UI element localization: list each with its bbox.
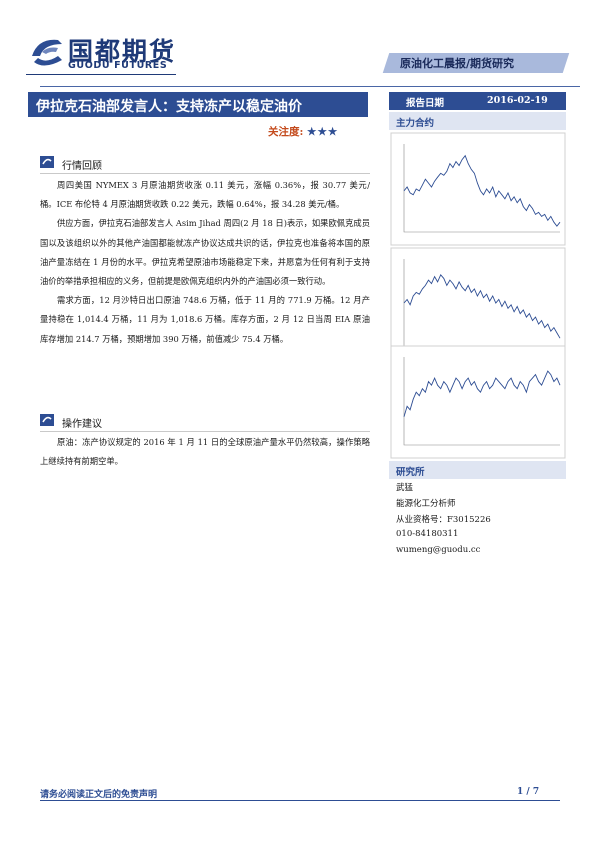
series-line	[403, 154, 561, 227]
section-divider	[40, 173, 370, 174]
attention-label: 关注度:	[268, 126, 304, 138]
contracts-heading: 主力合约	[396, 118, 435, 129]
guodu-logo	[32, 39, 62, 66]
research-heading-bar	[389, 461, 566, 479]
chart-contract-3	[390, 345, 566, 459]
chart-contract-2	[390, 247, 566, 361]
contracts-heading-bar	[389, 112, 566, 130]
section-icon	[40, 156, 54, 168]
analyst-phone: 010-84180311	[396, 529, 459, 539]
footer-rule	[40, 800, 560, 801]
section-title-strategy: 操作建议	[62, 419, 102, 430]
section-icon	[40, 414, 54, 426]
chart-axis	[403, 144, 560, 233]
report-type-label: 原油化工晨报/期货研究	[400, 57, 515, 70]
research-heading: 研究所	[396, 467, 425, 478]
paragraph: 需求方面，12 月沙特日出口原油 748.6 万桶，低于 11 月的 771.9…	[40, 295, 370, 344]
analyst-email[interactable]: wumeng@guodu.cc	[396, 545, 481, 555]
section-title-market-review: 行情回顾	[62, 161, 102, 172]
report-date-value: 2016-02-19	[487, 95, 548, 106]
strategy-body: 原油：冻产协议规定的 2016 年 1 月 11 日的全球原油产量水平仍然较高，…	[40, 433, 370, 471]
attention-rating: 关注度: ★★★	[268, 124, 338, 139]
series-line	[403, 370, 561, 417]
analyst-license: 从业资格号：F3015226	[396, 515, 491, 525]
paragraph: 周四美国 NYMEX 3 月原油期货收涨 0.11 美元，涨幅 0.36%，报 …	[40, 180, 370, 210]
chart-frame	[390, 247, 566, 361]
analyst-name: 武猛	[396, 483, 414, 493]
disclaimer-notice: 请务必阅读正文后的免责声明	[40, 790, 158, 800]
series-line	[403, 273, 561, 339]
chart-contract-1	[390, 132, 566, 246]
attention-stars: ★★★	[307, 126, 339, 138]
chart-axis	[403, 357, 560, 446]
market-review-body: 周四美国 NYMEX 3 月原油期货收涨 0.11 美元，涨幅 0.36%，报 …	[40, 176, 370, 349]
chart-frame	[390, 345, 566, 459]
header-rule	[40, 86, 580, 87]
chart-frame	[390, 132, 566, 246]
header-divider	[26, 74, 176, 75]
report-date-label: 报告日期	[406, 98, 445, 109]
analyst-role: 能源化工分析师	[396, 499, 456, 509]
page-number: 1 / 7	[517, 787, 540, 797]
section-divider	[40, 431, 370, 432]
brand-name-cn: 国都期货	[68, 37, 177, 66]
report-title: 伊拉克石油部发言人：支持冻产以稳定油价	[36, 99, 302, 115]
brand-name-en: GUODU FUTURES	[68, 60, 168, 71]
report-date-bar	[389, 92, 566, 110]
title-banner	[28, 92, 368, 117]
paragraph: 供应方面，伊拉克石油部发言人 Asim Jihad 周四(2 月 18 日)表示…	[40, 218, 370, 287]
paragraph: 原油：冻产协议规定的 2016 年 1 月 11 日的全球原油产量水平仍然较高，…	[40, 437, 370, 467]
